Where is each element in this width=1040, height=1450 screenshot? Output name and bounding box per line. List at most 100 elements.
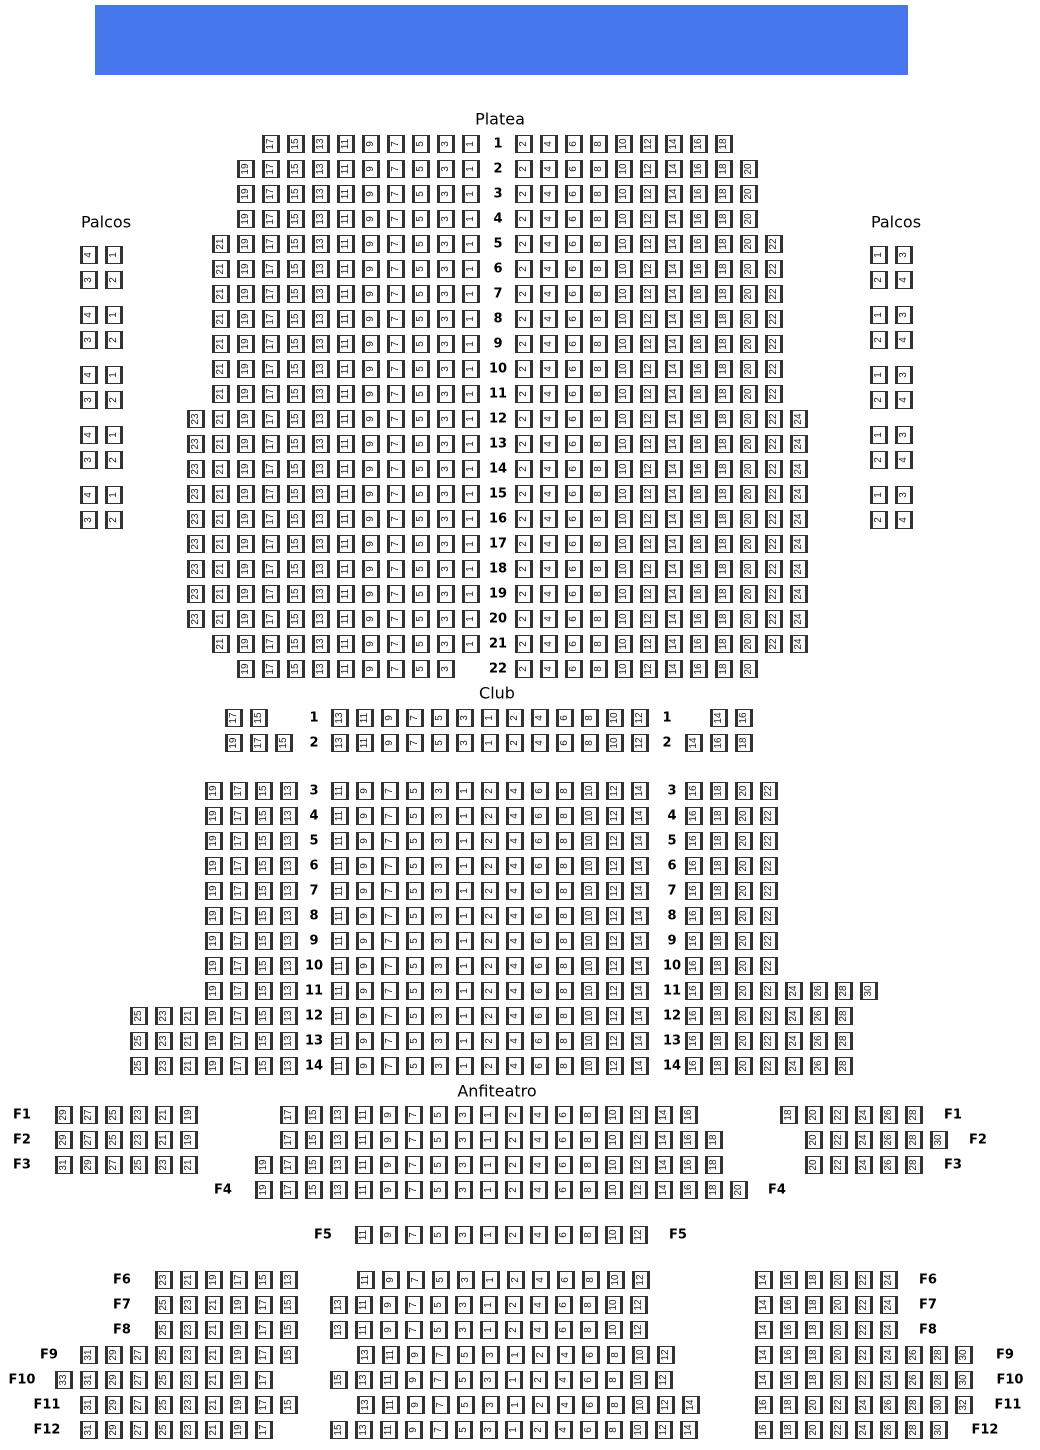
seat[interactable]: 4 bbox=[80, 306, 98, 324]
seat[interactable]: 11 bbox=[331, 1007, 349, 1025]
seat[interactable]: 10 bbox=[615, 585, 633, 603]
seat[interactable]: 10 bbox=[605, 1181, 623, 1199]
seat[interactable]: 26 bbox=[880, 1131, 898, 1149]
seat[interactable]: 2 bbox=[515, 535, 533, 553]
seat[interactable]: 17 bbox=[262, 660, 280, 678]
seat[interactable]: 14 bbox=[665, 260, 683, 278]
seat[interactable]: 1 bbox=[462, 185, 480, 203]
seat[interactable]: 23 bbox=[180, 1346, 198, 1364]
seat[interactable]: 3 bbox=[482, 1346, 500, 1364]
seat[interactable]: 19 bbox=[237, 210, 255, 228]
seat[interactable]: 20 bbox=[740, 285, 758, 303]
seat[interactable]: 16 bbox=[735, 709, 753, 727]
seat[interactable]: 5 bbox=[431, 709, 449, 727]
seat[interactable]: 12 bbox=[630, 1226, 648, 1244]
seat[interactable]: 18 bbox=[715, 235, 733, 253]
seat[interactable]: 5 bbox=[412, 360, 430, 378]
seat[interactable]: 8 bbox=[580, 1156, 598, 1174]
seat[interactable]: 15 bbox=[287, 310, 305, 328]
seat[interactable]: 11 bbox=[337, 160, 355, 178]
seat[interactable]: 10 bbox=[605, 1296, 623, 1314]
seat[interactable]: 4 bbox=[531, 734, 549, 752]
seat[interactable]: 12 bbox=[606, 907, 624, 925]
seat[interactable]: 4 bbox=[80, 426, 98, 444]
seat[interactable]: 18 bbox=[780, 1106, 798, 1124]
seat[interactable]: 8 bbox=[580, 1296, 598, 1314]
seat[interactable]: 22 bbox=[760, 882, 778, 900]
seat[interactable]: 11 bbox=[355, 1131, 373, 1149]
seat[interactable]: 16 bbox=[680, 1156, 698, 1174]
seat[interactable]: 7 bbox=[387, 310, 405, 328]
seat[interactable]: 2 bbox=[515, 160, 533, 178]
seat[interactable]: 17 bbox=[262, 410, 280, 428]
seat[interactable]: 20 bbox=[740, 335, 758, 353]
seat[interactable]: 3 bbox=[456, 709, 474, 727]
seat[interactable]: 25 bbox=[130, 1057, 148, 1075]
seat[interactable]: 4 bbox=[506, 832, 524, 850]
seat[interactable]: 14 bbox=[710, 709, 728, 727]
seat[interactable]: 7 bbox=[387, 610, 405, 628]
seat[interactable]: 4 bbox=[506, 982, 524, 1000]
seat[interactable]: 21 bbox=[212, 635, 230, 653]
seat[interactable]: 17 bbox=[262, 460, 280, 478]
seat[interactable]: 12 bbox=[606, 782, 624, 800]
seat[interactable]: 7 bbox=[405, 1106, 423, 1124]
seat[interactable]: 6 bbox=[555, 1181, 573, 1199]
seat[interactable]: 3 bbox=[455, 1131, 473, 1149]
seat[interactable]: 6 bbox=[531, 832, 549, 850]
seat[interactable]: 5 bbox=[412, 160, 430, 178]
seat[interactable]: 27 bbox=[105, 1156, 123, 1174]
seat[interactable]: 2 bbox=[515, 435, 533, 453]
seat[interactable]: 13 bbox=[312, 360, 330, 378]
seat[interactable]: 5 bbox=[406, 882, 424, 900]
seat[interactable]: 4 bbox=[80, 246, 98, 264]
seat[interactable]: 19 bbox=[205, 932, 223, 950]
seat[interactable]: 17 bbox=[262, 210, 280, 228]
seat[interactable]: 7 bbox=[387, 410, 405, 428]
seat[interactable]: 28 bbox=[905, 1421, 923, 1439]
seat[interactable]: 14 bbox=[631, 1057, 649, 1075]
seat[interactable]: 18 bbox=[710, 1032, 728, 1050]
seat[interactable]: 11 bbox=[337, 335, 355, 353]
seat[interactable]: 16 bbox=[690, 360, 708, 378]
seat[interactable]: 11 bbox=[331, 782, 349, 800]
seat[interactable]: 21 bbox=[212, 410, 230, 428]
seat[interactable]: 14 bbox=[680, 1421, 698, 1439]
seat[interactable]: 18 bbox=[715, 535, 733, 553]
seat[interactable]: 12 bbox=[630, 1296, 648, 1314]
seat[interactable]: 9 bbox=[362, 660, 380, 678]
seat[interactable]: 17 bbox=[230, 982, 248, 1000]
seat[interactable]: 17 bbox=[230, 932, 248, 950]
seat[interactable]: 1 bbox=[462, 460, 480, 478]
seat[interactable]: 2 bbox=[481, 832, 499, 850]
seat[interactable]: 8 bbox=[590, 635, 608, 653]
seat[interactable]: 4 bbox=[532, 1271, 550, 1289]
seat[interactable]: 20 bbox=[740, 585, 758, 603]
seat[interactable]: 9 bbox=[362, 610, 380, 628]
seat[interactable]: 2 bbox=[530, 1371, 548, 1389]
seat[interactable]: 15 bbox=[287, 360, 305, 378]
seat[interactable]: 16 bbox=[780, 1321, 798, 1339]
seat[interactable]: 13 bbox=[312, 660, 330, 678]
seat[interactable]: 20 bbox=[740, 310, 758, 328]
seat[interactable]: 23 bbox=[187, 435, 205, 453]
seat[interactable]: 13 bbox=[280, 1032, 298, 1050]
seat[interactable]: 6 bbox=[565, 210, 583, 228]
seat[interactable]: 17 bbox=[225, 709, 243, 727]
seat[interactable]: 9 bbox=[356, 982, 374, 1000]
seat[interactable]: 10 bbox=[581, 1057, 599, 1075]
seat[interactable]: 4 bbox=[506, 957, 524, 975]
seat[interactable]: 5 bbox=[406, 857, 424, 875]
seat[interactable]: 6 bbox=[555, 1131, 573, 1149]
seat[interactable]: 11 bbox=[337, 510, 355, 528]
seat[interactable]: 1 bbox=[105, 246, 123, 264]
seat[interactable]: 24 bbox=[880, 1296, 898, 1314]
seat[interactable]: 2 bbox=[481, 857, 499, 875]
seat[interactable]: 22 bbox=[760, 782, 778, 800]
seat[interactable]: 12 bbox=[630, 1321, 648, 1339]
seat[interactable]: 11 bbox=[337, 410, 355, 428]
seat[interactable]: 2 bbox=[515, 635, 533, 653]
seat[interactable]: 11 bbox=[337, 560, 355, 578]
seat[interactable]: 22 bbox=[765, 535, 783, 553]
seat[interactable]: 1 bbox=[870, 366, 888, 384]
